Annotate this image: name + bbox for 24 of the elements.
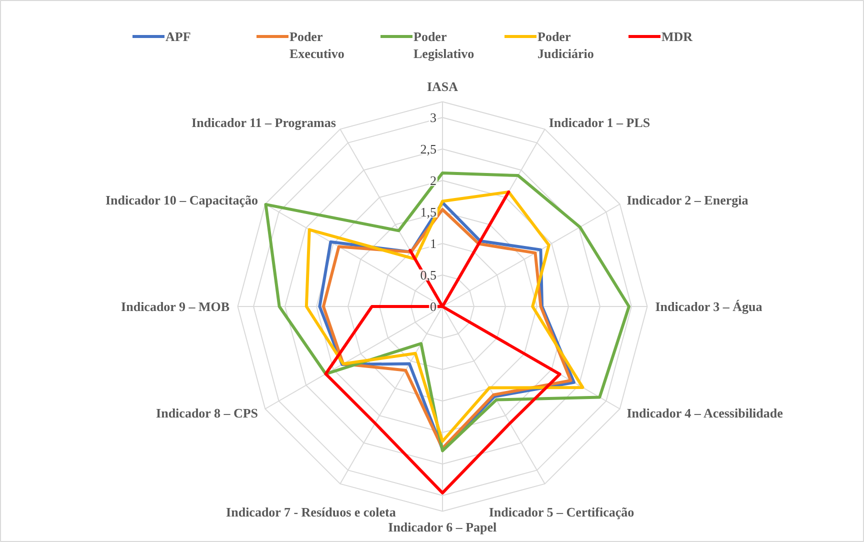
legend-label: MDR bbox=[662, 29, 694, 44]
spoke-label: Indicador 3 – Água bbox=[655, 299, 763, 314]
spoke-label: Indicador 8 – CPS bbox=[156, 405, 258, 420]
y-tick-label: 2 bbox=[430, 173, 436, 188]
y-tick-label: 0,5 bbox=[420, 268, 436, 282]
legend-label: APF bbox=[166, 29, 191, 44]
y-tick-label: 2,5 bbox=[420, 142, 436, 156]
legend-label: Poder Judiciário bbox=[538, 29, 594, 61]
spoke-label: Indicador 9 – MOB bbox=[121, 299, 230, 314]
legend-label: Poder Executivo bbox=[290, 29, 344, 61]
spoke-label: Indicador 5 – Certificação bbox=[488, 504, 634, 520]
spoke-label: Indicador 7 - Resíduos e coleta bbox=[226, 504, 396, 520]
y-tick-label: 1 bbox=[430, 236, 436, 251]
spoke-label: Indicador 4 – Acessibilidade bbox=[626, 405, 784, 420]
spoke-label: Indicador 1 – PLS bbox=[548, 114, 650, 130]
legend-label: Poder Legislativo bbox=[414, 29, 474, 61]
y-tick-label: 0 bbox=[430, 299, 436, 314]
y-tick-label: 3 bbox=[430, 110, 436, 125]
spoke-label: Indicador 2 – Energia bbox=[626, 192, 749, 208]
spoke-label: IASA bbox=[426, 78, 459, 94]
y-tick-label: 1,5 bbox=[420, 204, 436, 220]
spoke-label: Indicador 11 – Programas bbox=[192, 114, 336, 130]
spoke-label: Indicador 10 – Capacitação bbox=[106, 192, 258, 208]
spoke-label: Indicador 6 – Papel bbox=[388, 519, 498, 534]
